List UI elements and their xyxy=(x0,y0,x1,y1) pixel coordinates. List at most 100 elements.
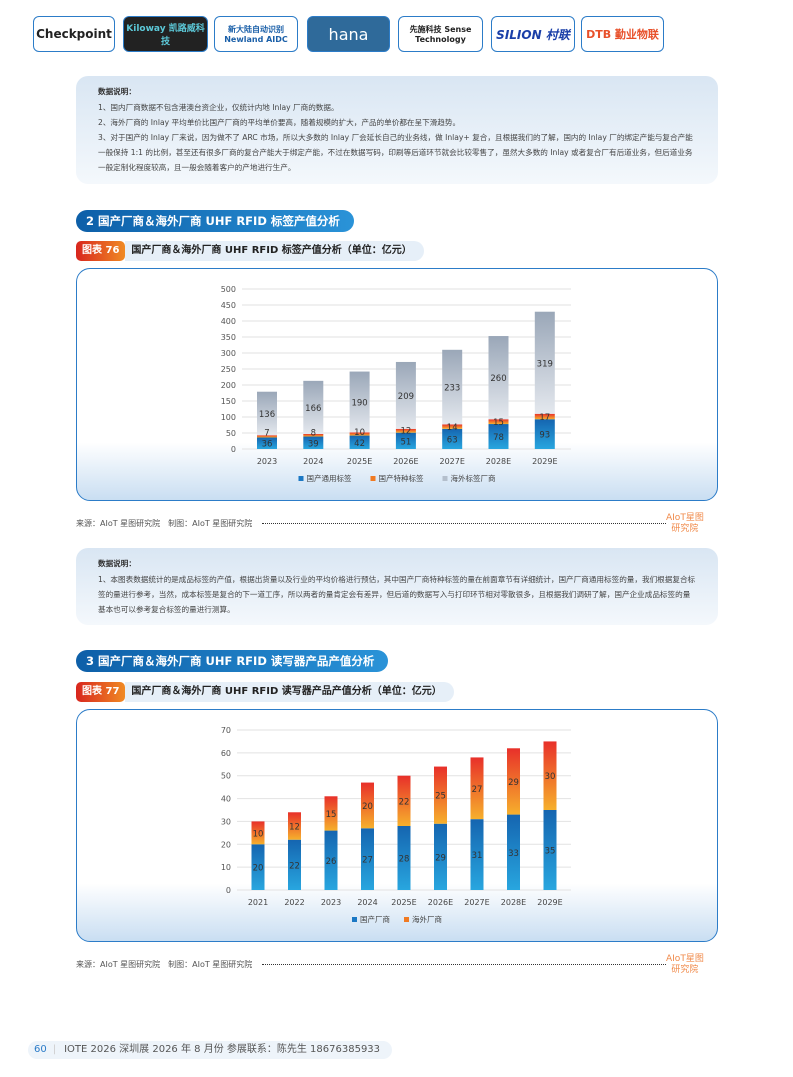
source-line-2: 来源：AIoT 星图研究院 制图：AIoT 星图研究院 xyxy=(76,959,666,970)
logo-checkpoint: Checkpoint xyxy=(33,16,115,52)
y-tick-label: 200 xyxy=(221,381,236,390)
note-line: 1、本图表数据统计的是成品标签的产值，根据出货量以及行业的平均价格进行预估，其中… xyxy=(98,575,696,614)
y-tick-label: 50 xyxy=(221,772,231,781)
data-label: 63 xyxy=(447,435,458,445)
data-label: 28 xyxy=(399,855,410,865)
legend-label: 国产通用标签 xyxy=(307,473,352,483)
bar-segment xyxy=(324,830,338,890)
data-label: 22 xyxy=(399,797,410,807)
legend-label: 国产特种标签 xyxy=(379,473,424,483)
x-tick-label: 2024 xyxy=(357,898,377,907)
legend-swatch xyxy=(404,917,409,922)
y-tick-label: 500 xyxy=(221,285,236,294)
data-label: 31 xyxy=(472,851,483,861)
y-tick-label: 450 xyxy=(221,301,236,310)
y-tick-label: 250 xyxy=(221,365,236,374)
y-tick-label: 0 xyxy=(226,886,231,895)
x-tick-label: 2025E xyxy=(391,898,416,907)
page-footer: 60 | IOTE 2026 深圳展 2026 年 8 月份 参展联系：陈先生 18… xyxy=(28,1041,393,1059)
bar-segment xyxy=(251,821,265,845)
bar-segment xyxy=(303,433,324,437)
figure-label-77: 图表 77 国产厂商＆海外厂商 UHF RFID 读写器产品产值分析（单位：亿元… xyxy=(76,682,454,702)
data-note-2: 数据说明： 1、本图表数据统计的是成品标签的产值，根据出货量以及行业的平均价格进… xyxy=(76,548,718,625)
data-label: 42 xyxy=(354,439,365,449)
note-line: 1、国内厂商数据不包含港澳台资企业，仅统计内地 Inlay 厂商的数据。 xyxy=(98,103,339,112)
bar-segment xyxy=(361,782,374,829)
data-label: 33 xyxy=(508,849,519,859)
bar-segment xyxy=(470,757,484,820)
y-tick-label: 60 xyxy=(221,749,231,758)
bar-segment xyxy=(534,413,555,420)
aiot-logo-bottom: 研究院 xyxy=(671,965,699,975)
data-label: 12 xyxy=(400,426,411,436)
data-label: 36 xyxy=(262,440,273,450)
y-tick-label: 150 xyxy=(221,397,236,406)
y-tick-label: 20 xyxy=(221,840,231,849)
source-text: 来源：AIoT 星图研究院 制图：AIoT 星图研究院 xyxy=(76,519,253,528)
bar-segment xyxy=(395,361,416,429)
x-tick-label: 2021 xyxy=(248,898,268,907)
data-label: 10 xyxy=(253,829,264,839)
x-tick-label: 2023 xyxy=(321,898,341,907)
figure-title: 国产厂商＆海外厂商 UHF RFID 读写器产品产值分析（单位：亿元） xyxy=(125,682,454,702)
note-heading: 数据说明： xyxy=(98,559,136,568)
data-label: 51 xyxy=(400,437,411,447)
aiot-logo-bottom: 研究院 xyxy=(671,524,699,534)
aiot-logo: AIoT星图 研究院 xyxy=(666,954,704,976)
y-tick-label: 50 xyxy=(226,429,236,438)
bar-segment xyxy=(507,748,520,815)
bar-segment xyxy=(488,419,509,425)
bar-segment xyxy=(303,380,324,434)
y-tick-label: 10 xyxy=(221,863,231,872)
x-tick-label: 2025E xyxy=(347,457,372,466)
data-note-1: 数据说明： 1、国内厂商数据不包含港澳台资企业，仅统计内地 Inlay 厂商的数… xyxy=(76,76,718,184)
note-heading: 数据说明： xyxy=(98,87,136,96)
legend-label: 海外厂商 xyxy=(412,914,442,924)
bar-segment xyxy=(251,844,265,890)
figure-title: 国产厂商＆海外厂商 UHF RFID 标签产值分析（单位：亿元） xyxy=(125,241,424,261)
section-heading-2: 2 国产厂商＆海外厂商 UHF RFID 标签产值分析 xyxy=(76,210,354,232)
x-tick-label: 2022 xyxy=(284,898,304,907)
note-line: 2、海外厂商的 Inlay 平均单价比国产厂商的平均单价要高，随着规模的扩大，产… xyxy=(98,118,461,127)
divider xyxy=(262,523,666,524)
x-tick-label: 2029E xyxy=(532,457,557,466)
bar-segment xyxy=(442,424,463,429)
note-line: 3、对于国产的 Inlay 厂来说，因为做不了 ARC 市场，所以大多数的 In… xyxy=(98,133,693,172)
data-label: 10 xyxy=(354,428,365,438)
bar-segment xyxy=(349,435,370,449)
bar-segment xyxy=(288,812,301,840)
data-label: 12 xyxy=(289,823,300,833)
y-tick-label: 70 xyxy=(221,726,231,735)
legend-label: 海外标签厂商 xyxy=(451,473,496,483)
bar-segment xyxy=(434,766,447,824)
x-tick-label: 2024 xyxy=(303,457,323,466)
logo-kiloway: Kiloway 凯路威科技 xyxy=(123,16,208,52)
bar-segment xyxy=(543,741,557,810)
logo-sense: 先施科技 Sense Technology xyxy=(398,16,483,52)
chart-card-77: 0 10 20 30 40 50 60 70 20 10 2021 22 12 2022 26 15 2023 2… xyxy=(76,709,718,942)
aiot-logo-top: AIoT星图 xyxy=(666,954,704,964)
x-tick-label: 2027E xyxy=(464,898,489,907)
bar-segment xyxy=(442,349,463,425)
chart-tag-output-value: 0 50 100 150 200 250 300 350 400 450 500 367 136 2023… xyxy=(221,285,571,483)
bar-segment xyxy=(288,839,301,890)
y-tick-label: 40 xyxy=(221,795,231,804)
x-tick-label: 2023 xyxy=(257,457,277,466)
data-label: 29 xyxy=(435,853,446,863)
bar-segment xyxy=(303,436,324,449)
chart-card-76: 0 50 100 150 200 250 300 350 400 450 500 36 7 136 2023… xyxy=(76,268,718,501)
legend-swatch xyxy=(298,476,304,481)
data-label: 93 xyxy=(539,431,550,441)
data-label: 26 xyxy=(326,857,337,867)
chart-reader-output-value: 0102030405060702010202122122022261520232… xyxy=(221,726,571,924)
data-label: 14 xyxy=(447,423,458,433)
data-label: 166 xyxy=(305,404,321,414)
footer-text: IOTE 2026 深圳展 2026 年 8 月份 参展联系：陈先生 18676… xyxy=(64,1044,381,1055)
data-label: 7 xyxy=(264,429,269,439)
divider xyxy=(262,964,666,965)
data-label: 22 xyxy=(289,861,300,871)
legend-swatch xyxy=(370,476,376,481)
bar-segment xyxy=(395,428,416,433)
logo-dtb: DTB 勤业物联 xyxy=(581,16,664,52)
x-tick-label: 2028E xyxy=(501,898,526,907)
